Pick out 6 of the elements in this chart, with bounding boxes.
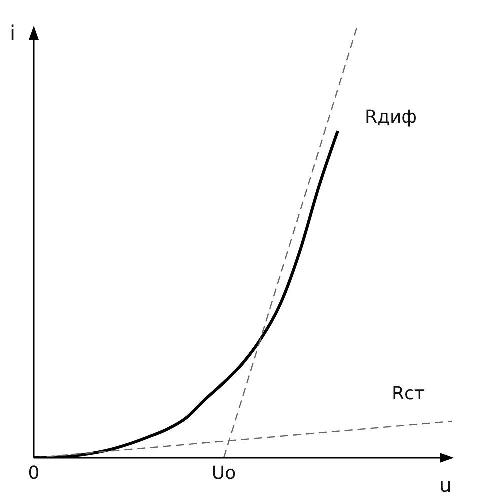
y-axis-title: i xyxy=(10,21,16,46)
x-axis-title: u xyxy=(439,473,452,497)
series-label: Rст xyxy=(392,383,425,404)
x-tick-label: 0 xyxy=(28,462,40,484)
x-tick-label: Uo xyxy=(212,462,236,484)
series-label: Rдиф xyxy=(365,107,418,128)
